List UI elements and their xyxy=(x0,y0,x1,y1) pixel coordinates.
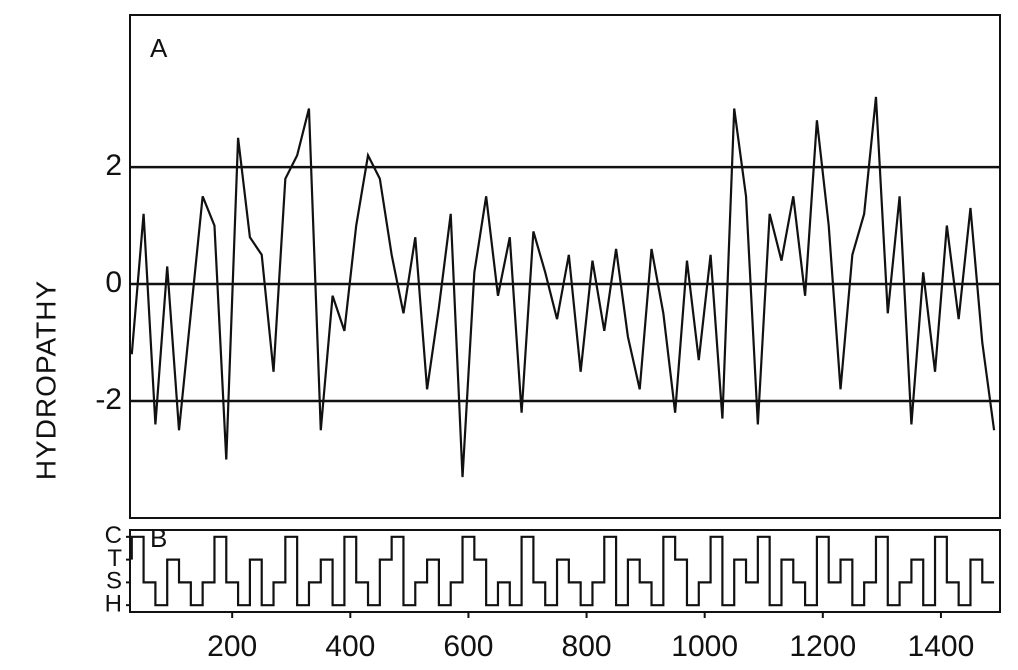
panel-label: A xyxy=(150,33,168,63)
x-tick-label: 1400 xyxy=(908,630,975,663)
x-tick-label: 1200 xyxy=(789,630,856,663)
y-tick-label: 2 xyxy=(105,149,122,182)
y-tick-label: -2 xyxy=(95,383,122,416)
y-tick-label: C xyxy=(105,522,122,549)
panel-label: B xyxy=(150,523,167,553)
plot-frame xyxy=(129,529,1001,613)
plot-frame xyxy=(129,14,1001,519)
y-tick-label: 0 xyxy=(105,266,122,299)
y-axis-label: HYDROPATHY xyxy=(30,280,61,480)
x-tick-label: 1000 xyxy=(671,630,738,663)
x-tick-label: 600 xyxy=(443,630,493,663)
x-tick-label: 800 xyxy=(562,630,612,663)
y-tick-label: H xyxy=(105,591,122,618)
x-tick-label: 400 xyxy=(325,630,375,663)
y-tick-label: T xyxy=(107,545,122,572)
x-tick-label: 200 xyxy=(207,630,257,663)
structure-trace xyxy=(130,535,995,607)
y-tick-label: S xyxy=(106,568,122,595)
hydropathy-line xyxy=(130,96,996,478)
